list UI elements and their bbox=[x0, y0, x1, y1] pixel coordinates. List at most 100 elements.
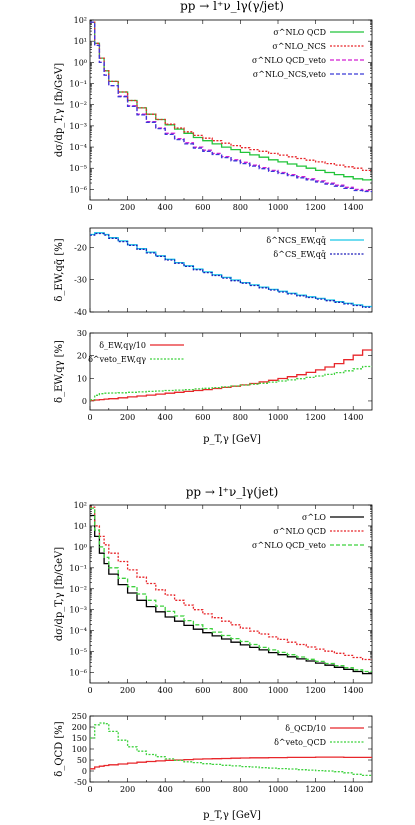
x-tick-label: 800 bbox=[233, 686, 248, 695]
y-tick-label: 10⁻⁴ bbox=[69, 627, 87, 636]
y-tick-label: -40 bbox=[74, 308, 87, 317]
x-tick-label: 1400 bbox=[343, 413, 363, 422]
x-tick-label: 1400 bbox=[343, 203, 363, 212]
figure-title-top: pp → l⁺ν_lγ(γ/jet) bbox=[180, 0, 284, 13]
y-tick-label: 10² bbox=[74, 16, 87, 25]
chart-panel-top-main: 10⁻⁶ 10⁻⁵ 10⁻⁴ 10⁻³ 10⁻² 10⁻¹ 10⁰ 10¹ 10² 0 200 400… bbox=[54, 16, 373, 212]
y-axis-label: δ_QCD [%] bbox=[54, 721, 65, 776]
y-tick-label: 10⁻⁶ bbox=[69, 669, 87, 678]
x-axis-label-top: p_T,γ [GeV] bbox=[203, 434, 261, 445]
legend-label: σ^LO bbox=[302, 513, 326, 522]
series-line-bottom-main-0 bbox=[90, 514, 372, 675]
y-tick-label: 10⁻¹ bbox=[69, 564, 87, 573]
x-tick-label: 1400 bbox=[343, 686, 363, 695]
x-tick-label: 800 bbox=[233, 785, 248, 794]
x-tick-label: 1000 bbox=[268, 413, 288, 422]
x-tick-label: 0 bbox=[87, 413, 92, 422]
y-axis-label: δ_EW,qq̄ [%] bbox=[54, 238, 65, 301]
y-tick-label: 100 bbox=[72, 745, 87, 754]
y-tick-label: 10⁻² bbox=[69, 101, 87, 110]
series-line-bottom-main-2 bbox=[90, 507, 372, 673]
y-tick-label: 10¹ bbox=[74, 522, 87, 531]
y-tick-label: 10⁻³ bbox=[69, 122, 87, 131]
x-axis-label-bottom: p_T,γ [GeV] bbox=[203, 810, 261, 821]
y-axis-label: dσ/dp_T,γ [fb/GeV] bbox=[54, 547, 65, 641]
x-tick-label: 200 bbox=[120, 413, 135, 422]
series-line-top-ratio-1-0 bbox=[90, 232, 372, 308]
legend-label: δ^veto_EW,qγ bbox=[88, 355, 146, 364]
x-tick-label: 400 bbox=[158, 785, 173, 794]
y-tick-label: 10 bbox=[77, 374, 87, 383]
y-tick-label: 10¹ bbox=[74, 37, 87, 46]
y-tick-label: 0 bbox=[82, 397, 87, 406]
y-tick-label: -50 bbox=[74, 778, 87, 787]
figure-title-bottom: pp → l⁺ν_lγ(jet) bbox=[186, 485, 279, 499]
y-tick-label: 10⁻¹ bbox=[69, 80, 87, 89]
y-tick-label: 10⁻⁵ bbox=[69, 164, 87, 173]
series-line-top-ratio-2-1 bbox=[90, 365, 372, 401]
legend-label: σ^NLO_NCS,veto bbox=[253, 70, 326, 79]
x-tick-label: 200 bbox=[120, 203, 135, 212]
chart-panel-top-ratio-1: -40 -30 -20 δ_EW,qq̄ [%] δ^NCS_EW,qq̄ δ^CS_EW… bbox=[54, 227, 373, 317]
x-tick-label: 1200 bbox=[305, 686, 325, 695]
x-tick-label: 1200 bbox=[305, 785, 325, 794]
y-axis-label: δ_EW,qγ [%] bbox=[54, 340, 65, 403]
legend-label: σ^NLO QCD_veto bbox=[252, 541, 326, 550]
x-tick-label: 1200 bbox=[305, 413, 325, 422]
x-tick-label: 200 bbox=[120, 686, 135, 695]
chart-panel-top-ratio-2: 0 10 20 30 0 200 400 600 800 1000 1200 1400 δ_EW,qγ … bbox=[54, 329, 373, 422]
x-tick-label: 600 bbox=[195, 413, 210, 422]
legend-label: σ^NLO QCD bbox=[273, 527, 326, 536]
plot-frame bbox=[89, 504, 373, 684]
y-tick-label: 10⁻⁵ bbox=[69, 648, 87, 657]
x-tick-label: 0 bbox=[87, 785, 92, 794]
legend-label: δ_EW,qγ/10 bbox=[99, 341, 146, 350]
legend-label: σ^NLO QCD_veto bbox=[252, 56, 326, 65]
x-tick-label: 0 bbox=[87, 203, 92, 212]
x-tick-label: 600 bbox=[195, 686, 210, 695]
series-line-top-main-3 bbox=[90, 21, 372, 193]
y-axis-label: dσ/dp_T,γ [fb/GeV] bbox=[54, 63, 65, 157]
x-tick-label: 0 bbox=[87, 686, 92, 695]
y-tick-label: 150 bbox=[72, 734, 87, 743]
x-tick-label: 400 bbox=[158, 686, 173, 695]
y-tick-label: 10⁰ bbox=[74, 58, 87, 67]
x-tick-label: 400 bbox=[158, 203, 173, 212]
x-tick-label: 200 bbox=[120, 785, 135, 794]
series-line-top-ratio-1-1 bbox=[90, 232, 372, 308]
series-line-top-main-1 bbox=[90, 21, 372, 172]
plot-frame bbox=[89, 19, 373, 201]
x-tick-label: 600 bbox=[195, 785, 210, 794]
legend-label: σ^NLO_NCS bbox=[272, 42, 326, 51]
x-tick-label: 800 bbox=[233, 413, 248, 422]
y-tick-label: 250 bbox=[72, 712, 87, 721]
y-tick-label: 30 bbox=[77, 329, 87, 338]
plot-frame bbox=[89, 227, 373, 313]
y-tick-label: -20 bbox=[74, 243, 87, 252]
y-tick-label: -30 bbox=[74, 276, 87, 285]
y-tick-label: 20 bbox=[77, 352, 87, 361]
legend-label: δ^NCS_EW,qq̄ bbox=[266, 236, 326, 245]
x-tick-label: 1400 bbox=[343, 785, 363, 794]
series-line-bottom-ratio-1 bbox=[90, 722, 372, 777]
legend-label: σ^NLO QCD bbox=[273, 28, 326, 37]
x-tick-label: 600 bbox=[195, 203, 210, 212]
plot-frame bbox=[89, 715, 373, 783]
y-tick-label: 50 bbox=[77, 756, 87, 765]
x-tick-label: 800 bbox=[233, 203, 248, 212]
series-line-bottom-main-1 bbox=[90, 506, 372, 661]
y-tick-label: 10⁻⁴ bbox=[69, 143, 87, 152]
legend-label: δ^veto_QCD bbox=[274, 738, 326, 747]
x-tick-label: 1000 bbox=[268, 203, 288, 212]
x-tick-label: 1200 bbox=[305, 203, 325, 212]
series-line-bottom-ratio-0 bbox=[90, 756, 372, 770]
chart-panel-bottom-main: 10⁻⁶ 10⁻⁵ 10⁻⁴ 10⁻³ 10⁻² 10⁻¹ 10⁰ 10¹ 10² 0 200 400… bbox=[54, 501, 373, 695]
y-tick-label: 0 bbox=[82, 767, 87, 776]
x-tick-label: 1000 bbox=[268, 686, 288, 695]
y-tick-label: 10² bbox=[74, 501, 87, 510]
x-tick-label: 1000 bbox=[268, 785, 288, 794]
